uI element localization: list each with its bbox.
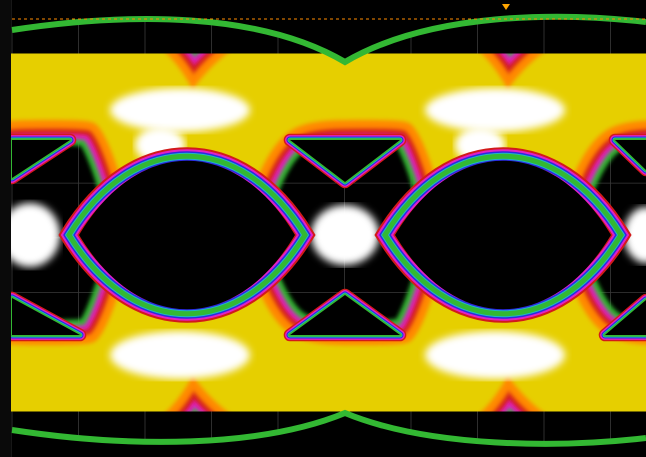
eye-rim	[382, 153, 624, 317]
trace-density-peak-white	[0, 203, 60, 267]
eye-rim	[66, 153, 308, 317]
eye-opening	[79, 160, 295, 310]
trace-density-peak-white	[425, 331, 565, 379]
bottom-margin	[12, 415, 646, 457]
trace-density-peak-white	[624, 207, 646, 263]
eye-openings	[5, 0, 646, 457]
top-margin	[12, 0, 646, 60]
inter-eye-gap	[290, 295, 400, 335]
trace-density-peak-white	[110, 331, 250, 379]
trace-outer-edge-green	[11, 409, 646, 447]
trace-density-peak-white	[425, 88, 565, 132]
trace-density-peak-white	[311, 205, 379, 265]
screen-left-bezel	[0, 0, 11, 457]
inter-eye-gap	[12, 298, 80, 335]
trace-density-peak-white	[110, 88, 250, 132]
inter-eye-gap	[12, 140, 70, 178]
trace-band-yellow	[0, 19, 646, 446]
eye-opening	[395, 160, 611, 310]
inter-eye-gap	[605, 300, 646, 335]
trace-band-yellow	[0, 19, 646, 446]
inter-eye-gap	[290, 140, 400, 182]
inter-eye-gap	[615, 140, 646, 170]
trigger-position-marker	[502, 4, 510, 10]
